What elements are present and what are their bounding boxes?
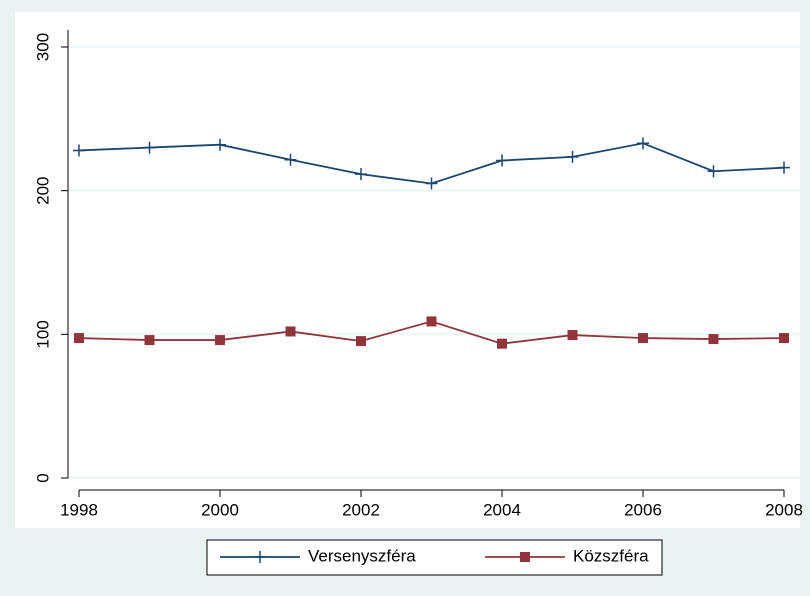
marker (143, 141, 156, 154)
marker (355, 168, 367, 181)
x-tick-label: 2000 (201, 500, 239, 519)
x-tick-label: 2002 (342, 500, 380, 519)
marker (707, 165, 720, 178)
marker (778, 161, 790, 174)
marker (425, 177, 438, 190)
marker (496, 154, 508, 167)
x-tick-label: 2004 (483, 500, 521, 519)
marker (779, 333, 789, 344)
marker (74, 333, 84, 344)
x-tick-label: 2008 (765, 500, 803, 519)
marker (567, 330, 578, 341)
marker (215, 335, 225, 346)
y-tick-label: 200 (33, 176, 52, 204)
x-tick-label: 2006 (624, 500, 662, 519)
marker (426, 316, 437, 327)
marker (637, 137, 649, 150)
y-tick-label: 300 (33, 33, 52, 61)
y-tick-label: 100 (33, 320, 52, 348)
legend-label: Közszféra (573, 546, 649, 565)
marker (566, 150, 579, 163)
x-tick-label: 1998 (60, 500, 98, 519)
plot-region (15, 12, 800, 528)
marker (214, 138, 226, 151)
marker (497, 338, 507, 349)
marker (73, 144, 85, 157)
marker (356, 336, 366, 347)
marker (708, 334, 719, 345)
legend-label: Versenyszféra (308, 546, 416, 565)
marker (254, 551, 266, 563)
marker (284, 153, 297, 166)
marker (638, 333, 648, 344)
marker (144, 335, 155, 346)
marker (285, 326, 296, 337)
marker (520, 552, 530, 562)
y-tick-label: 0 (33, 473, 52, 482)
